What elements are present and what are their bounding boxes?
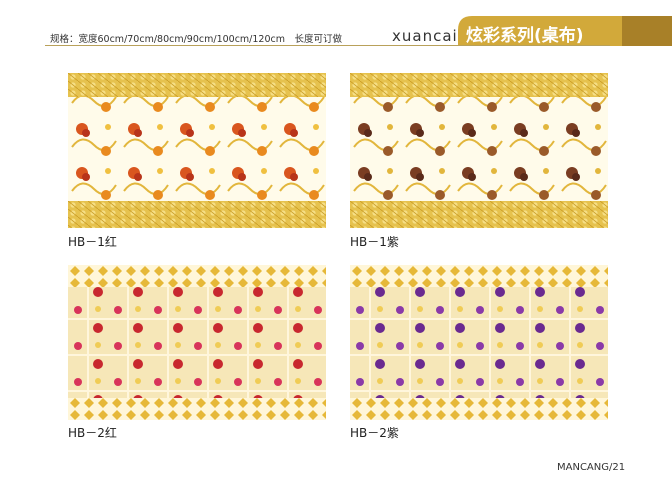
product-code: HB－2红 [68, 426, 117, 440]
page-number: MANCANG/21 [557, 462, 626, 473]
series-title: 炫彩系列(桌布) [466, 26, 584, 46]
product-code: HB－1红 [68, 235, 117, 249]
product-code: HB－2紫 [350, 426, 399, 440]
product-image [68, 73, 326, 228]
product-image [68, 265, 326, 420]
header-rule [45, 45, 610, 46]
spec-text: 规格：宽度60cm/70cm/80cm/90cm/100cm/120cm 长度可… [50, 34, 342, 45]
product-code: HB－1紫 [350, 235, 399, 249]
product-image [350, 265, 608, 420]
series-tab [458, 16, 672, 46]
brand: xuancai [392, 27, 458, 45]
product-image [350, 73, 608, 228]
